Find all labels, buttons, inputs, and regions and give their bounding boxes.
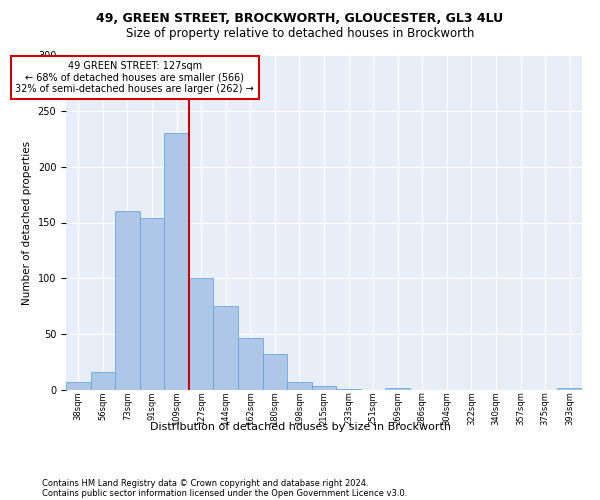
- Bar: [312, 386, 336, 390]
- Bar: [140, 218, 164, 390]
- Text: 49 GREEN STREET: 127sqm
← 68% of detached houses are smaller (566)
32% of semi-d: 49 GREEN STREET: 127sqm ← 68% of detache…: [16, 60, 254, 94]
- Text: Contains public sector information licensed under the Open Government Licence v3: Contains public sector information licen…: [42, 488, 407, 498]
- Bar: [238, 338, 263, 390]
- Bar: [385, 388, 410, 390]
- Bar: [189, 278, 214, 390]
- Text: Size of property relative to detached houses in Brockworth: Size of property relative to detached ho…: [126, 28, 474, 40]
- Bar: [263, 354, 287, 390]
- Bar: [557, 388, 582, 390]
- Bar: [91, 372, 115, 390]
- Bar: [66, 382, 91, 390]
- Bar: [214, 306, 238, 390]
- Y-axis label: Number of detached properties: Number of detached properties: [22, 140, 32, 304]
- Bar: [115, 212, 140, 390]
- Text: 49, GREEN STREET, BROCKWORTH, GLOUCESTER, GL3 4LU: 49, GREEN STREET, BROCKWORTH, GLOUCESTER…: [97, 12, 503, 26]
- Bar: [287, 382, 312, 390]
- Text: Contains HM Land Registry data © Crown copyright and database right 2024.: Contains HM Land Registry data © Crown c…: [42, 478, 368, 488]
- Bar: [336, 389, 361, 390]
- Bar: [164, 133, 189, 390]
- Text: Distribution of detached houses by size in Brockworth: Distribution of detached houses by size …: [149, 422, 451, 432]
